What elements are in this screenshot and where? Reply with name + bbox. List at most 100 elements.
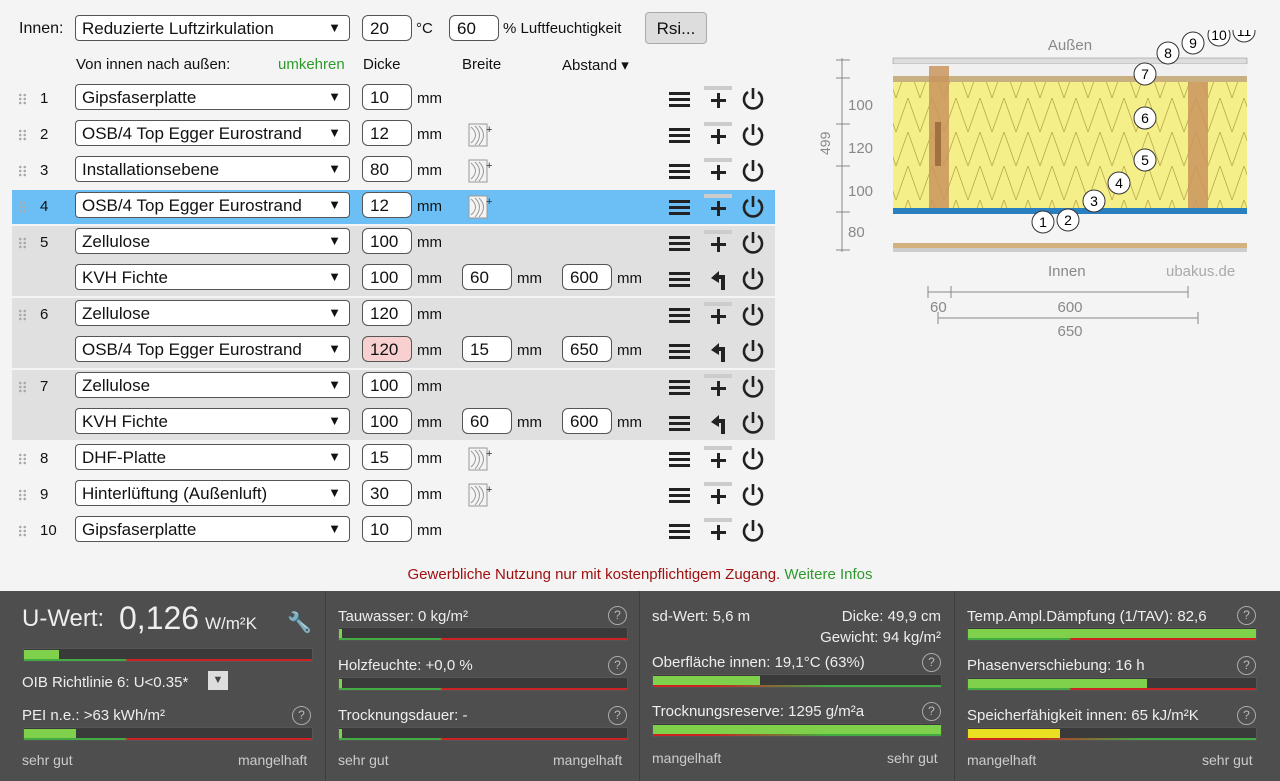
layer-material-select[interactable]: Zellulose ▼	[75, 372, 350, 398]
oberflaeche-help-icon[interactable]: ?	[922, 653, 941, 672]
drag-handle-icon[interactable]	[18, 93, 27, 105]
insert-layer-icon[interactable]	[703, 193, 735, 221]
layer-material-select[interactable]: Gipsfaserplatte ▼	[75, 84, 350, 110]
reverse-link[interactable]: umkehren	[278, 56, 345, 73]
add-sublayer-icon[interactable]: +	[468, 195, 494, 221]
insert-layer-icon[interactable]	[703, 445, 735, 473]
sublayer-width-input[interactable]: 60	[462, 264, 512, 290]
menu-icon[interactable]	[668, 233, 692, 253]
drag-handle-icon[interactable]	[18, 489, 27, 501]
menu-icon[interactable]	[668, 161, 692, 181]
spacing-header[interactable]: Abstand ▾	[562, 57, 629, 74]
sublayer-thickness-input[interactable]: 120	[362, 336, 412, 362]
layer-thickness-input[interactable]: 80	[362, 156, 412, 182]
sublayer-thickness-input[interactable]: 100	[362, 264, 412, 290]
drag-handle-icon[interactable]	[18, 237, 27, 249]
layer-material-select[interactable]: OSB/4 Top Egger Eurostrand ▼	[75, 192, 350, 218]
menu-icon[interactable]	[668, 305, 692, 325]
layer-material-select[interactable]: Hinterlüftung (Außenluft) ▼	[75, 480, 350, 506]
holzfeuchte-help-icon[interactable]: ?	[608, 656, 627, 675]
add-sublayer-icon[interactable]: +	[468, 483, 494, 509]
power-toggle-icon[interactable]	[740, 482, 766, 508]
tauwasser-help-icon[interactable]: ?	[608, 606, 627, 625]
layer-material-select[interactable]: Installationsebene ▼	[75, 156, 350, 182]
layer-thickness-input[interactable]: 12	[362, 192, 412, 218]
speicher-help-icon[interactable]: ?	[1237, 706, 1256, 725]
menu-icon[interactable]	[668, 197, 692, 217]
power-toggle-icon[interactable]	[740, 338, 766, 364]
phase-help-icon[interactable]: ?	[1237, 656, 1256, 675]
insert-layer-icon[interactable]	[703, 517, 735, 545]
insert-layer-icon[interactable]	[703, 229, 735, 257]
menu-icon[interactable]	[668, 521, 692, 541]
menu-icon[interactable]	[668, 125, 692, 145]
menu-icon[interactable]	[668, 89, 692, 109]
pei-help-icon[interactable]: ?	[292, 706, 311, 725]
add-sublayer-icon[interactable]: +	[468, 159, 494, 185]
power-toggle-icon[interactable]	[740, 446, 766, 472]
drag-handle-icon[interactable]	[18, 309, 27, 321]
insert-layer-icon[interactable]	[703, 481, 735, 509]
power-toggle-icon[interactable]	[740, 158, 766, 184]
power-toggle-icon[interactable]	[740, 194, 766, 220]
drag-handle-icon[interactable]	[18, 201, 27, 213]
power-toggle-icon[interactable]	[740, 122, 766, 148]
return-arrow-icon[interactable]	[705, 412, 733, 436]
return-arrow-icon[interactable]	[705, 268, 733, 292]
more-info-link[interactable]: Weitere Infos	[784, 566, 873, 583]
menu-icon[interactable]	[668, 413, 692, 433]
insert-layer-icon[interactable]	[703, 301, 735, 329]
power-toggle-icon[interactable]	[740, 410, 766, 436]
drag-handle-icon[interactable]	[18, 165, 27, 177]
menu-icon[interactable]	[668, 449, 692, 469]
sublayer-material-select[interactable]: KVH Fichte ▼	[75, 264, 350, 290]
add-sublayer-icon[interactable]: +	[468, 447, 494, 473]
layer-material-select[interactable]: DHF-Platte ▼	[75, 444, 350, 470]
tav-help-icon[interactable]: ?	[1237, 606, 1256, 625]
insert-layer-icon[interactable]	[703, 121, 735, 149]
power-toggle-icon[interactable]	[740, 230, 766, 256]
layer-thickness-input[interactable]: 120	[362, 300, 412, 326]
sublayer-width-input[interactable]: 15	[462, 336, 512, 362]
drag-handle-icon[interactable]	[18, 453, 27, 465]
menu-icon[interactable]	[668, 377, 692, 397]
humidity-input[interactable]: 60	[449, 15, 499, 41]
drag-handle-icon[interactable]	[18, 129, 27, 141]
insert-layer-icon[interactable]	[703, 85, 735, 113]
add-sublayer-icon[interactable]: +	[468, 123, 494, 149]
power-toggle-icon[interactable]	[740, 302, 766, 328]
insert-layer-icon[interactable]	[703, 157, 735, 185]
temperature-input[interactable]: 20	[362, 15, 412, 41]
sublayer-spacing-input[interactable]: 600	[562, 264, 612, 290]
oib-dropdown-icon[interactable]: ▼	[208, 671, 228, 690]
trocknungsreserve-help-icon[interactable]: ?	[922, 702, 941, 721]
power-toggle-icon[interactable]	[740, 518, 766, 544]
layer-material-select[interactable]: Zellulose ▼	[75, 228, 350, 254]
power-toggle-icon[interactable]	[740, 86, 766, 112]
layer-material-select[interactable]: Zellulose ▼	[75, 300, 350, 326]
sublayer-material-select[interactable]: KVH Fichte ▼	[75, 408, 350, 434]
layer-thickness-input[interactable]: 100	[362, 228, 412, 254]
layer-thickness-input[interactable]: 15	[362, 444, 412, 470]
sublayer-spacing-input[interactable]: 600	[562, 408, 612, 434]
layer-thickness-input[interactable]: 10	[362, 84, 412, 110]
layer-thickness-input[interactable]: 30	[362, 480, 412, 506]
layer-thickness-input[interactable]: 12	[362, 120, 412, 146]
layer-material-select[interactable]: Gipsfaserplatte ▼	[75, 516, 350, 542]
return-arrow-icon[interactable]	[705, 340, 733, 364]
layer-thickness-input[interactable]: 10	[362, 516, 412, 542]
drag-handle-icon[interactable]	[18, 525, 27, 537]
sublayer-spacing-input[interactable]: 650	[562, 336, 612, 362]
power-toggle-icon[interactable]	[740, 374, 766, 400]
menu-icon[interactable]	[668, 341, 692, 361]
menu-icon[interactable]	[668, 485, 692, 505]
climate-select[interactable]: Reduzierte Luftzirkulation ▼	[75, 15, 350, 41]
sublayer-width-input[interactable]: 60	[462, 408, 512, 434]
insert-layer-icon[interactable]	[703, 373, 735, 401]
sublayer-material-select[interactable]: OSB/4 Top Egger Eurostrand ▼	[75, 336, 350, 362]
menu-icon[interactable]	[668, 269, 692, 289]
layer-thickness-input[interactable]: 100	[362, 372, 412, 398]
sublayer-thickness-input[interactable]: 100	[362, 408, 412, 434]
power-toggle-icon[interactable]	[740, 266, 766, 292]
trocknungsdauer-help-icon[interactable]: ?	[608, 706, 627, 725]
